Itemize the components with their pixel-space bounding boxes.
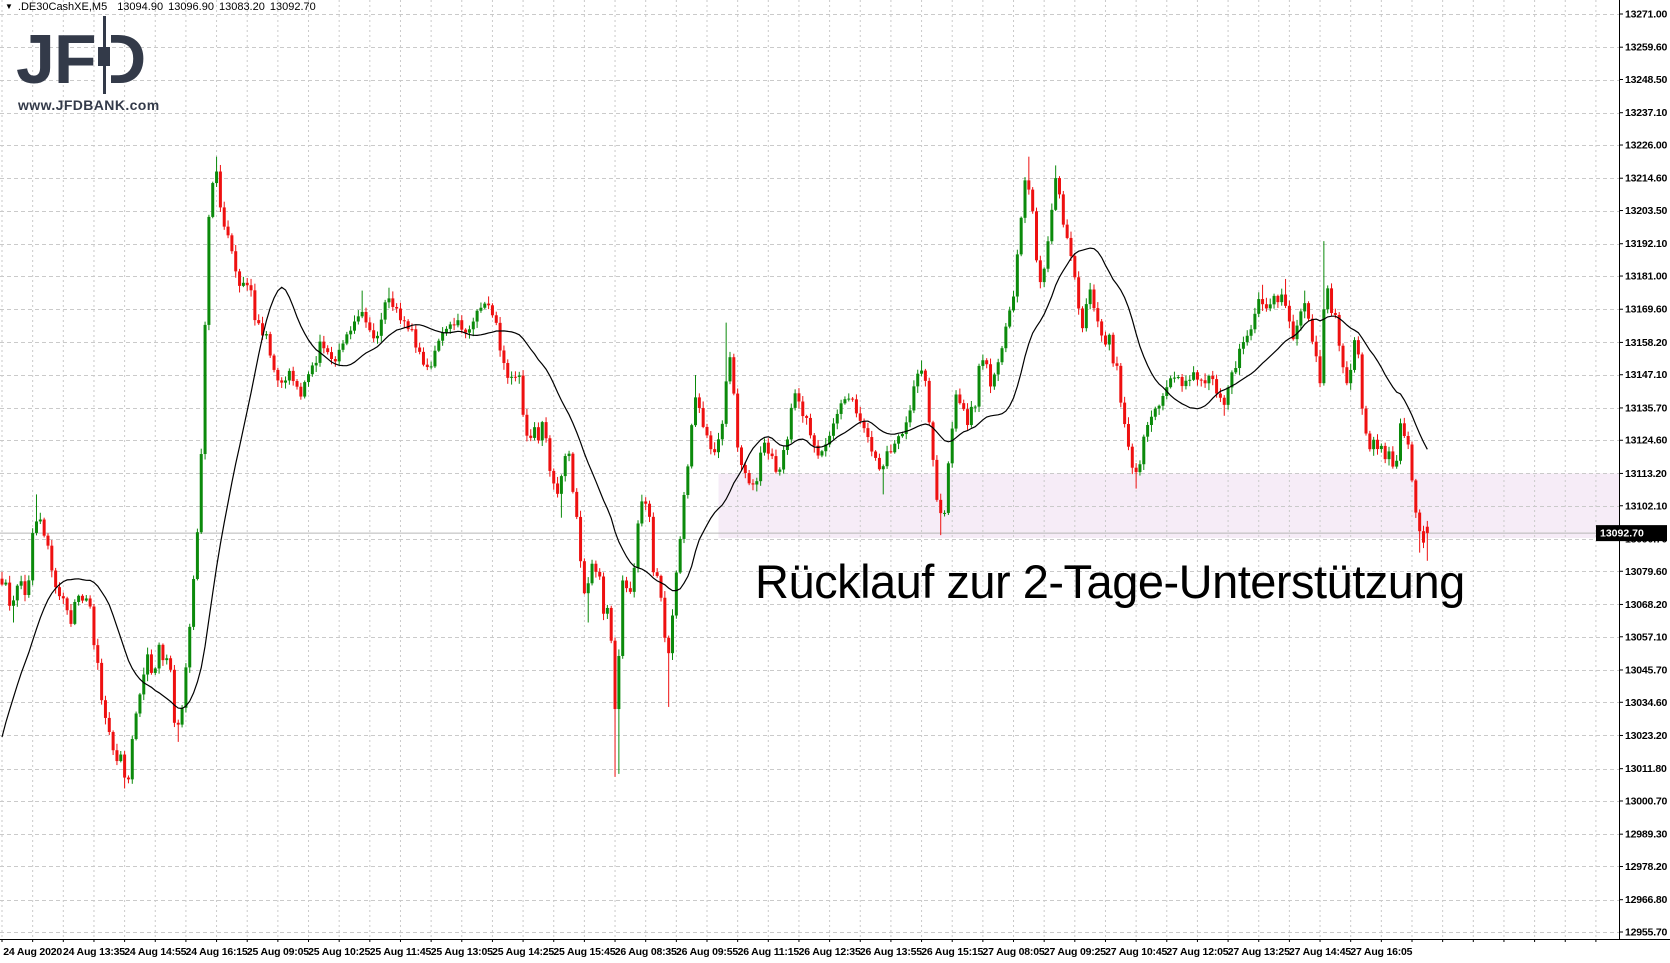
price-axis-label: 13135.70 bbox=[1625, 402, 1668, 414]
logo-website: www.JFDBANK.com bbox=[18, 97, 160, 113]
support-band-layer bbox=[718, 473, 1619, 539]
ohlc-close: 13092.70 bbox=[269, 1, 316, 13]
price-axis-label: 12989.30 bbox=[1625, 829, 1668, 841]
ohlc-open: 13094.90 bbox=[117, 1, 164, 13]
price-axis-label: 13102.10 bbox=[1625, 500, 1668, 512]
time-axis-label: 26 Aug 08:35 bbox=[615, 946, 677, 958]
time-axis-label: 25 Aug 09:05 bbox=[247, 946, 309, 958]
current-price-tag-box bbox=[1596, 525, 1667, 542]
logo-text: JFD bbox=[16, 20, 146, 98]
time-axis-label: 27 Aug 16:05 bbox=[1350, 946, 1412, 958]
price-axis-label: 13079.60 bbox=[1625, 566, 1668, 578]
moving-average-line bbox=[1, 247, 1428, 738]
time-axis-label: 26 Aug 09:55 bbox=[676, 946, 738, 958]
ohlc-low: 13083.20 bbox=[218, 1, 265, 13]
time-axis-label: 27 Aug 09:25 bbox=[1044, 946, 1106, 958]
chart-header: ▼ .DE30CashXE,M5 13094.90 13096.90 13083… bbox=[5, 1, 321, 13]
dropdown-triangle-icon[interactable]: ▼ bbox=[5, 2, 13, 11]
price-axis-label: 13057.10 bbox=[1625, 631, 1668, 643]
time-axis-label: 25 Aug 15:45 bbox=[553, 946, 615, 958]
current-price-tag-label: 13092.70 bbox=[1600, 528, 1644, 540]
price-axis-label: 13011.80 bbox=[1625, 763, 1667, 775]
time-axis-label: 27 Aug 14:45 bbox=[1289, 946, 1351, 958]
time-axis-label: 25 Aug 10:25 bbox=[308, 946, 370, 958]
current-price-tag: 13092.70 bbox=[1596, 525, 1667, 542]
price-axis-label: 13203.50 bbox=[1625, 205, 1668, 217]
price-axis-label: 13023.20 bbox=[1625, 730, 1668, 742]
price-axis-label: 13124.60 bbox=[1625, 435, 1668, 447]
time-axis-label: 26 Aug 15:15 bbox=[921, 946, 983, 958]
price-axis-label: 13147.10 bbox=[1625, 369, 1668, 381]
time-axis-label: 24 Aug 2020 bbox=[3, 946, 62, 958]
price-axis-label: 13259.60 bbox=[1625, 42, 1668, 54]
price-axis-label: 13214.60 bbox=[1625, 173, 1668, 185]
price-axis-label: 13271.00 bbox=[1625, 9, 1668, 21]
symbol-period: .DE30CashXE,M5 bbox=[17, 1, 108, 13]
candles-layer bbox=[0, 156, 1429, 789]
time-axis-label: 27 Aug 08:05 bbox=[983, 946, 1045, 958]
price-axis-label: 12978.20 bbox=[1625, 861, 1668, 873]
price-axis-label: 13181.00 bbox=[1625, 271, 1668, 283]
time-axis-label: 27 Aug 10:45 bbox=[1105, 946, 1167, 958]
time-axis-label: 27 Aug 12:05 bbox=[1166, 946, 1228, 958]
price-axis-label: 13248.50 bbox=[1625, 74, 1668, 86]
price-axis-label: 13169.60 bbox=[1625, 304, 1668, 316]
time-axis-label: 25 Aug 13:05 bbox=[431, 946, 493, 958]
price-axis-label: 13068.20 bbox=[1625, 599, 1668, 611]
price-axis-label: 12966.80 bbox=[1625, 894, 1668, 906]
price-axis-label: 13113.20 bbox=[1625, 468, 1667, 480]
time-axis-label: 26 Aug 11:15 bbox=[738, 946, 800, 958]
time-axis-label: 24 Aug 14:55 bbox=[124, 946, 186, 958]
price-axis-label: 13192.10 bbox=[1625, 238, 1668, 250]
time-axis-label: 24 Aug 13:35 bbox=[63, 946, 125, 958]
time-axis-label: 27 Aug 13:25 bbox=[1228, 946, 1290, 958]
grid-layer bbox=[0, 0, 1619, 939]
price-axis-label: 12955.70 bbox=[1625, 927, 1668, 939]
jfd-logo: JFD www.JFDBANK.com bbox=[16, 16, 160, 113]
price-axis-label: 13158.20 bbox=[1625, 337, 1668, 349]
price-axis-label: 13045.70 bbox=[1625, 664, 1668, 676]
price-axis-label: 13000.70 bbox=[1625, 795, 1668, 807]
price-axis-label: 13034.60 bbox=[1625, 697, 1668, 709]
time-axis-label: 25 Aug 11:45 bbox=[370, 946, 432, 958]
annotation-text: Rücklauf zur 2-Tage-Unterstützung bbox=[755, 555, 1465, 608]
price-axis-label: 13226.00 bbox=[1625, 140, 1668, 152]
ohlc-high: 13096.90 bbox=[168, 1, 214, 13]
moving-average-layer bbox=[1, 247, 1428, 738]
logo-candle-body-icon bbox=[98, 47, 110, 66]
time-axis-label: 24 Aug 16:15 bbox=[186, 946, 248, 958]
price-axis-label: 13237.10 bbox=[1625, 107, 1668, 119]
time-axis-label: 26 Aug 12:35 bbox=[799, 946, 861, 958]
time-axis-label: 26 Aug 13:55 bbox=[860, 946, 922, 958]
support-band bbox=[718, 473, 1619, 539]
time-axis-label: 25 Aug 14:25 bbox=[492, 946, 554, 958]
